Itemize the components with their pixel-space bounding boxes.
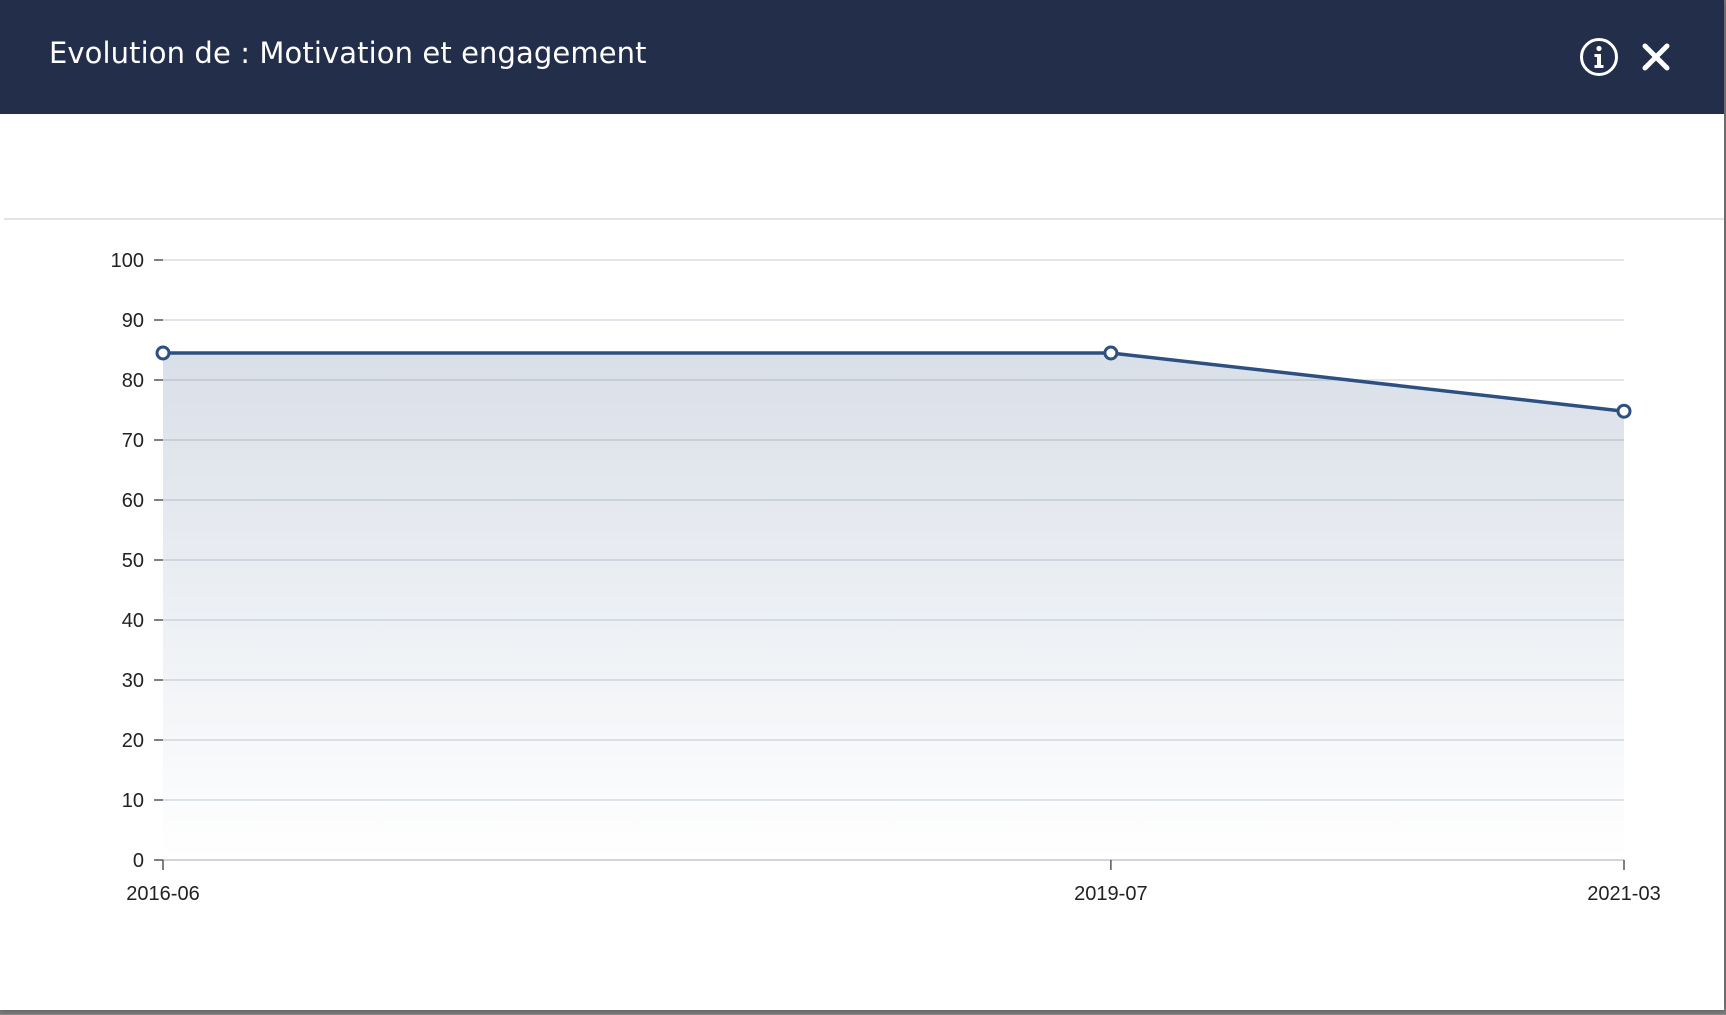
modal-header: Evolution de : Motivation et engagement [0, 0, 1724, 114]
y-tick-label: 80 [122, 370, 144, 392]
axes: 0 10 20 30 40 50 60 70 80 90 100 2016-06 2019-07 2021… [111, 250, 1661, 905]
x-tick-label: 2021-03 [1587, 883, 1660, 905]
data-point[interactable] [155, 345, 171, 361]
chart-container: 0 10 20 30 40 50 60 70 80 90 100 2016-06 2019-07 2021… [0, 220, 1724, 1010]
area-fill-layer [163, 353, 1624, 860]
toolbar-divider [4, 218, 1724, 220]
y-tick-label: 90 [122, 310, 144, 332]
data-points [155, 345, 1632, 419]
y-tick-label: 40 [122, 610, 144, 632]
data-point[interactable] [1103, 345, 1119, 361]
y-tick-label: 60 [122, 490, 144, 512]
close-icon[interactable] [1641, 42, 1671, 72]
y-tick-label: 100 [111, 250, 144, 272]
modal-toolbar-area [0, 114, 1724, 218]
modal-title: Evolution de : Motivation et engagement [49, 36, 647, 70]
y-tick-label: 30 [122, 670, 144, 692]
x-tick-label: 2019-07 [1074, 883, 1147, 905]
y-tick-label: 10 [122, 790, 144, 812]
y-tick-label: 0 [133, 850, 144, 872]
x-tick-label: 2016-06 [126, 883, 199, 905]
series-area [163, 353, 1624, 860]
line-area-chart: 0 10 20 30 40 50 60 70 80 90 100 2016-06 2019-07 2021… [111, 250, 1661, 905]
info-icon[interactable] [1579, 37, 1619, 77]
y-tick-label: 70 [122, 430, 144, 452]
y-tick-label: 50 [122, 550, 144, 572]
data-point[interactable] [1616, 403, 1632, 419]
y-tick-label: 20 [122, 730, 144, 752]
